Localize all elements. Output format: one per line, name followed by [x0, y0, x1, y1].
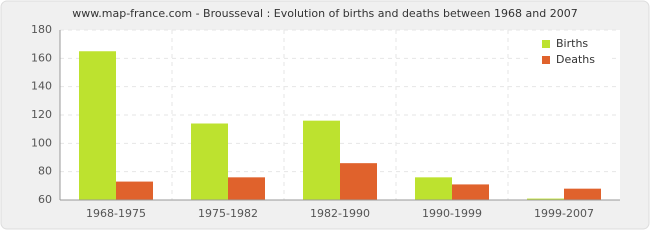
bar: [191, 123, 228, 200]
bar: [340, 163, 377, 200]
chart: www.map-france.com - Brousseval : Evolut…: [0, 0, 650, 230]
bar: [452, 184, 489, 200]
y-tick-label: 180: [31, 23, 52, 36]
x-tick-label: 1990-1999: [422, 207, 482, 220]
y-tick-label: 100: [31, 136, 52, 149]
bar: [564, 188, 601, 200]
legend-label: Births: [556, 37, 588, 50]
legend-swatch: [542, 40, 550, 48]
bar: [415, 177, 452, 200]
x-tick-label: 1975-1982: [198, 207, 258, 220]
y-tick-label: 80: [38, 165, 52, 178]
bar: [228, 177, 265, 200]
chart-title: www.map-france.com - Brousseval : Evolut…: [72, 7, 577, 20]
y-tick-label: 140: [31, 80, 52, 93]
bar: [527, 198, 564, 200]
bar: [303, 120, 340, 200]
x-tick-label: 1999-2007: [534, 207, 594, 220]
legend-box: [530, 32, 610, 72]
legend-swatch: [542, 56, 550, 64]
y-tick-label: 120: [31, 108, 52, 121]
x-tick-label: 1982-1990: [310, 207, 370, 220]
legend-label: Deaths: [556, 53, 595, 66]
bar: [79, 51, 116, 200]
bar: [116, 181, 153, 200]
x-tick-label: 1968-1975: [86, 207, 146, 220]
y-tick-label: 160: [31, 51, 52, 64]
y-tick-label: 60: [38, 193, 52, 206]
